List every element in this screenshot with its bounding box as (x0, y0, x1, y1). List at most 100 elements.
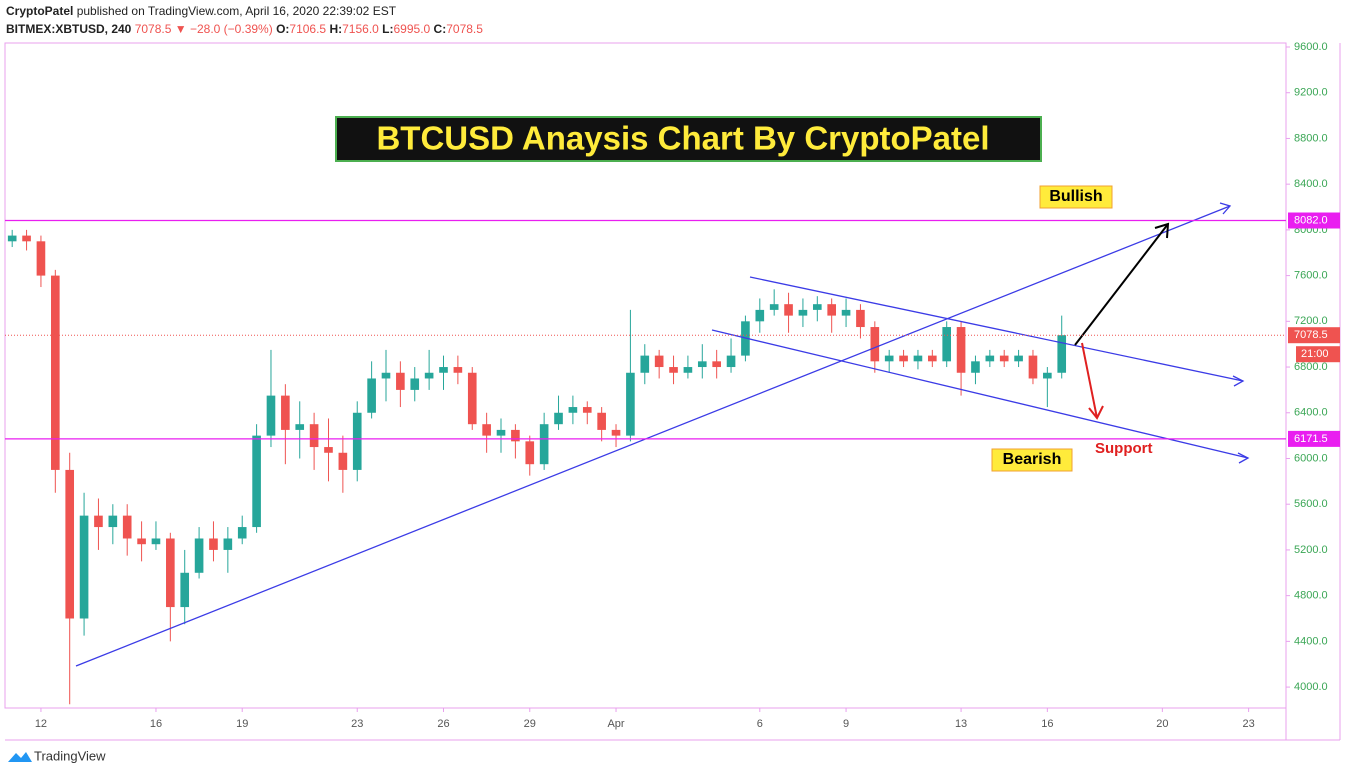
x-tick-label: 13 (955, 718, 967, 730)
x-tick-label: 6 (757, 718, 763, 730)
candle-body (151, 538, 161, 545)
candle-body (439, 367, 448, 373)
channel-bottom (711, 329, 1249, 459)
candle-body (525, 441, 535, 465)
channel-top (749, 276, 1244, 382)
arrow-head (1219, 202, 1232, 215)
last-price: 7078.5 (135, 22, 172, 36)
candle-body (266, 395, 276, 436)
candle-body (697, 361, 707, 368)
y-tick-label: 6000.0 (1294, 452, 1328, 464)
c-label: C: (434, 22, 447, 36)
candle-body (237, 527, 247, 539)
candle-body (683, 367, 693, 373)
price-tag (1288, 327, 1340, 344)
bullish-label: Bullish (1049, 188, 1102, 205)
candle-body (252, 435, 261, 528)
candle-body (999, 355, 1009, 362)
candle-body (410, 378, 420, 390)
y-tick-label: 9600.0 (1294, 41, 1328, 53)
candle-body (467, 372, 477, 425)
candle-body (611, 429, 621, 436)
candles (7, 229, 1067, 705)
header-line-2: BITMEX:XBTUSD, 240 7078.5 ▼ −28.0 (−0.39… (6, 22, 483, 36)
candle-body (784, 304, 793, 316)
candle-body (381, 372, 391, 379)
candle-body (36, 241, 46, 276)
time-tag (1296, 346, 1340, 363)
x-tick-label: Apr (607, 718, 624, 730)
y-tick-label: 6400.0 (1294, 407, 1328, 419)
x-tick-label: 26 (437, 718, 449, 730)
candle-body (108, 515, 118, 528)
candle-body (582, 407, 592, 413)
x-tick-label: 9 (843, 718, 849, 730)
bullish-box (1039, 185, 1113, 209)
candle-body (726, 355, 736, 368)
candle-body (755, 309, 765, 322)
x-tick-label: 12 (35, 718, 47, 730)
candle-body (338, 452, 348, 470)
candle-body (1043, 372, 1052, 379)
candle-body (396, 372, 405, 390)
level-tag-label: 8082.0 (1294, 214, 1328, 226)
logo-icon (8, 752, 32, 762)
candle-body (7, 235, 17, 242)
x-tick-label: 23 (351, 718, 363, 730)
candle-body (51, 275, 60, 470)
x-tick-label: 16 (1041, 718, 1053, 730)
candle-body (94, 515, 103, 528)
symbol: BITMEX:XBTUSD, 240 (6, 22, 132, 36)
y-tick-label: 4800.0 (1294, 590, 1328, 602)
h-value: 7156.0 (342, 22, 379, 36)
candle-body (884, 355, 894, 362)
bearish-box (991, 448, 1073, 472)
o-value: 7106.5 (289, 22, 326, 36)
price-tag-label: 7078.5 (1294, 329, 1328, 341)
candle-body (1057, 335, 1067, 373)
candle-body (1028, 355, 1038, 379)
header-line-1: CryptoPatel published on TradingView.com… (6, 4, 397, 18)
candle-body (985, 355, 995, 362)
candle-body (870, 327, 880, 362)
y-tick-label: 5200.0 (1294, 544, 1328, 556)
arrow-head (1088, 405, 1104, 420)
candle-body (453, 367, 463, 373)
change: −28.0 (−0.39%) (190, 22, 273, 36)
candle-body (65, 469, 75, 619)
bearish-label: Bearish (1003, 451, 1062, 468)
candle-body (424, 372, 434, 379)
drawings (75, 202, 1250, 667)
y-tick-label: 5600.0 (1294, 498, 1328, 510)
candle-body (166, 538, 175, 608)
y-tick-label: 9200.0 (1294, 87, 1328, 99)
candle-body (122, 515, 132, 539)
candle-body (22, 235, 31, 242)
candle-body (654, 355, 664, 368)
y-tick-label: 8400.0 (1294, 178, 1328, 190)
y-tick-label: 4000.0 (1294, 681, 1328, 693)
time-tag-label: 21:00 (1301, 348, 1329, 360)
x-tick-label: 16 (150, 718, 162, 730)
candle-body (827, 304, 836, 316)
candle-body (309, 424, 319, 448)
o-label: O: (276, 22, 289, 36)
candle-body (352, 412, 362, 470)
candle-body (539, 424, 549, 465)
arrow-head (1232, 375, 1245, 387)
published-text: published on TradingView.com, April 16, … (77, 4, 397, 18)
candle-body (324, 447, 333, 453)
publisher: CryptoPatel (6, 4, 73, 18)
candle-body (209, 538, 218, 550)
y-tick-label: 7600.0 (1294, 270, 1328, 282)
bear-arrow (1081, 342, 1098, 419)
candle-body (971, 361, 980, 373)
brand: TradingView (34, 748, 106, 763)
candle-body (626, 372, 635, 436)
candle-body (597, 412, 606, 430)
candle-body (956, 327, 966, 373)
x-tick-label: 23 (1242, 718, 1254, 730)
candle-body (137, 538, 146, 545)
level-tag-label: 6171.5 (1294, 433, 1328, 445)
